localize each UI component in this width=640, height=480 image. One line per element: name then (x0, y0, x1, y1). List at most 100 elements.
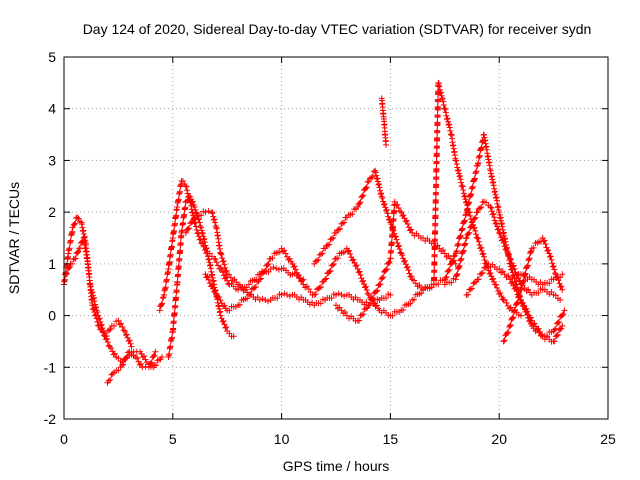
data-marker (410, 296, 417, 303)
data-marker (324, 242, 331, 249)
data-marker (477, 245, 484, 252)
data-marker (61, 276, 68, 283)
data-marker (467, 286, 474, 293)
data-marker (479, 269, 486, 276)
data-marker (453, 272, 460, 279)
data-marker (341, 293, 348, 300)
data-marker (455, 167, 462, 174)
data-marker (376, 184, 383, 191)
data-marker (487, 270, 494, 276)
data-marker (458, 179, 465, 186)
data-marker (360, 192, 367, 199)
data-marker (473, 168, 480, 175)
data-point (322, 245, 329, 252)
data-point (496, 229, 503, 236)
data-point (208, 209, 215, 216)
data-marker (454, 241, 461, 248)
x-tick-label: 5 (169, 431, 177, 447)
data-marker (218, 266, 225, 273)
data-marker (323, 275, 330, 282)
data-marker (176, 255, 183, 262)
data-marker (201, 239, 208, 246)
data-marker (550, 263, 557, 270)
data-marker (477, 271, 484, 278)
data-marker (471, 279, 478, 286)
data-marker (453, 248, 460, 255)
data-marker (460, 190, 467, 197)
data-marker (281, 247, 288, 254)
data-marker (472, 227, 479, 234)
data-marker (554, 331, 561, 338)
data-marker (281, 290, 288, 297)
data-marker (381, 201, 388, 208)
data-marker (374, 175, 381, 182)
data-marker (478, 270, 485, 277)
data-marker (488, 208, 495, 215)
data-marker (469, 184, 476, 191)
data-point (387, 291, 394, 298)
data-marker (208, 282, 215, 289)
data-marker (472, 231, 479, 238)
y-tick-label: -2 (44, 411, 57, 427)
data-marker (175, 271, 182, 278)
data-marker (66, 245, 73, 252)
data-point (158, 353, 165, 360)
data-marker (549, 260, 556, 267)
data-marker (198, 227, 205, 234)
data-marker (507, 256, 514, 263)
data-marker (389, 312, 396, 319)
data-marker (503, 245, 510, 252)
data-marker (338, 291, 345, 298)
data-point (89, 302, 96, 309)
data-marker (122, 355, 129, 362)
data-point (256, 297, 263, 304)
data-marker (202, 242, 209, 249)
data-marker (156, 356, 163, 363)
data-marker (400, 212, 407, 219)
data-point (198, 224, 205, 231)
data-marker (551, 338, 558, 345)
data-marker (183, 183, 190, 190)
data-marker (103, 332, 110, 339)
data-marker (159, 295, 166, 302)
data-marker (90, 305, 97, 312)
data-marker (442, 274, 449, 281)
data-marker (247, 291, 254, 298)
y-tick-label: -1 (44, 359, 57, 375)
data-marker (459, 183, 466, 190)
data-marker (92, 311, 99, 318)
data-marker (433, 150, 440, 157)
data-marker (388, 239, 395, 246)
data-marker (196, 219, 203, 226)
data-marker (475, 276, 482, 283)
data-marker (453, 157, 460, 164)
data-marker (395, 242, 402, 249)
data-marker (222, 268, 229, 275)
data-marker (407, 300, 414, 307)
x-axis-title: GPS time / hours (283, 458, 390, 474)
data-marker (261, 268, 268, 275)
data-point (528, 317, 535, 324)
data-marker (362, 185, 369, 192)
data-marker (326, 241, 333, 248)
data-marker (177, 240, 184, 247)
data-marker (120, 327, 127, 334)
data-marker (184, 187, 191, 194)
data-marker (221, 302, 228, 309)
data-marker (359, 193, 366, 200)
data-marker (71, 221, 78, 228)
data-marker (432, 220, 439, 227)
data-marker (436, 86, 443, 93)
data-marker (185, 225, 192, 232)
series-sat-m (441, 198, 564, 304)
data-marker (118, 362, 125, 369)
data-marker (175, 196, 182, 203)
data-marker (151, 362, 158, 369)
data-point (559, 286, 566, 293)
data-marker (236, 301, 243, 308)
data-marker (390, 223, 397, 230)
data-marker (292, 266, 299, 273)
data-marker (444, 115, 451, 122)
data-marker (514, 271, 521, 278)
data-marker (212, 255, 219, 262)
